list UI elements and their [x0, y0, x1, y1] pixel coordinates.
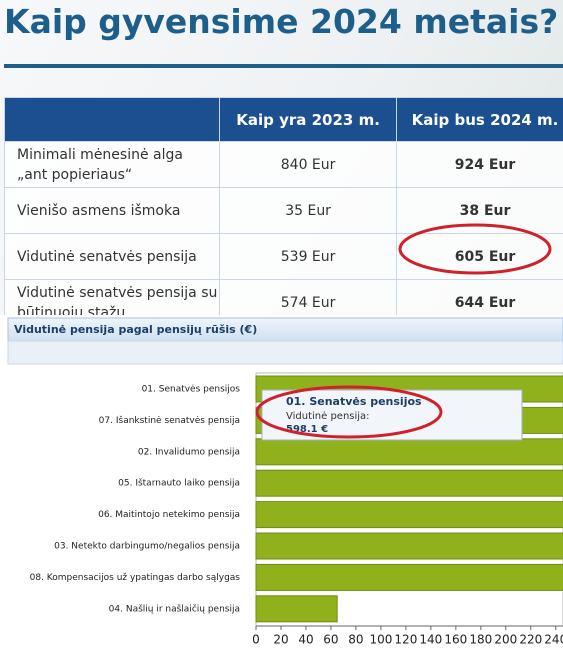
table-row: Minimali mėnesinė alga „ant popieriaus“ 8…: [3, 141, 563, 188]
highlight-ellipse: [255, 385, 443, 439]
value-cell: 574 Eur: [219, 279, 398, 315]
value-cell: 840 Eur: [219, 141, 398, 188]
headline: Kaip gyvensime 2024 metais?: [4, 2, 559, 41]
comparison-table: Kaip yra 2023 m. Kaip bus 2024 m. Minima…: [3, 97, 563, 315]
row-label: Vidutinė senatvės pensija su būtinuoju s…: [3, 279, 221, 315]
corner-cell: [3, 97, 221, 142]
y-tick-label: 06. Maitintojo netekimo pensija: [98, 510, 240, 520]
value-cell: 924 Eur: [396, 141, 563, 188]
bar: [255, 595, 338, 623]
plot: 01. Senatvės pensijos 07. Išankstinė sena…: [30, 372, 563, 647]
tooltip-label: Vidutinė pensija:: [286, 411, 370, 422]
chart-title: Vidutinė pensija pagal pensijų rūšis (€): [14, 323, 257, 336]
value-cell: 539 Eur: [219, 233, 398, 280]
y-tick-label: 01. Senatvės pensijos: [142, 385, 241, 395]
tooltip-box: [261, 389, 523, 441]
value-cell: 644 Eur: [396, 279, 563, 315]
x-tick-label: 0: [252, 633, 260, 647]
bar: [255, 501, 563, 529]
x-tick-label: 180: [469, 633, 492, 647]
divider: [4, 64, 563, 68]
value-cell: 605 Eur: [396, 233, 563, 280]
x-tick-label: 40: [298, 633, 313, 647]
x-tick-label: 140: [419, 633, 442, 647]
table-body: Minimali mėnesinė alga „ant popieriaus“ 8…: [3, 141, 563, 315]
column-header: Kaip yra 2023 m.: [219, 97, 398, 142]
column-header: Kaip bus 2024 m.: [396, 97, 563, 142]
x-tick-label: 80: [348, 633, 363, 647]
bar: [255, 563, 563, 591]
chart: Vidutinė pensija pagal pensijų rūšis (€)…: [7, 317, 563, 647]
y-tick-label: 08. Kompensacijos už ypatingas darbo sąl…: [30, 573, 241, 583]
y-tick-label: 07. Išankstinė senatvės pensija: [99, 415, 240, 426]
x-tick-label: 200: [494, 633, 517, 647]
tooltip-title: 01. Senatvės pensijos: [286, 395, 422, 408]
bar: [255, 469, 563, 497]
header-row: Kaip yra 2023 m. Kaip bus 2024 m.: [3, 97, 563, 142]
y-tick-label: 05. Ištarnauto laiko pensija: [118, 478, 240, 489]
x-tick-label: 120: [394, 633, 417, 647]
table-row: Vienišo asmens išmoka 35 Eur 38 Eur: [3, 187, 563, 234]
x-tick-label: 100: [369, 633, 392, 647]
row-label: Vienišo asmens išmoka: [3, 187, 221, 234]
toolbar-band: [7, 340, 563, 365]
table-row: Vidutinė senatvės pensija su būtinuoju s…: [3, 279, 563, 315]
bar: [255, 532, 563, 560]
value-cell: 38 Eur: [396, 187, 563, 234]
x-tick-label: 60: [323, 633, 338, 647]
x-tick-label: 220: [519, 633, 542, 647]
x-tick-label: 240: [544, 633, 563, 647]
bar: [255, 438, 563, 466]
value-cell: 35 Eur: [219, 187, 398, 234]
row-label: Vidutinė senatvės pensija: [3, 233, 221, 280]
y-tick-label: 03. Netekto darbingumo/negalios pensija: [54, 542, 240, 552]
row-label: Minimali mėnesinė alga „ant popieriaus“: [3, 141, 221, 188]
infographic: Kaip gyvensime 2024 metais? Kaip yra 202…: [0, 0, 563, 315]
y-tick-label: 04. Našlių ir našlaičių pensija: [109, 603, 240, 614]
tooltip: 01. Senatvės pensijos Vidutinė pensija: 59…: [255, 385, 523, 441]
x-tick-label: 160: [444, 633, 467, 647]
tooltip-value: 598.1 €: [286, 424, 328, 435]
table-row: Vidutinė senatvės pensija 539 Eur 605 Eur: [3, 233, 563, 280]
y-tick-label: 02. Invalidumo pensija: [138, 447, 240, 457]
x-tick-label: 20: [273, 633, 288, 647]
